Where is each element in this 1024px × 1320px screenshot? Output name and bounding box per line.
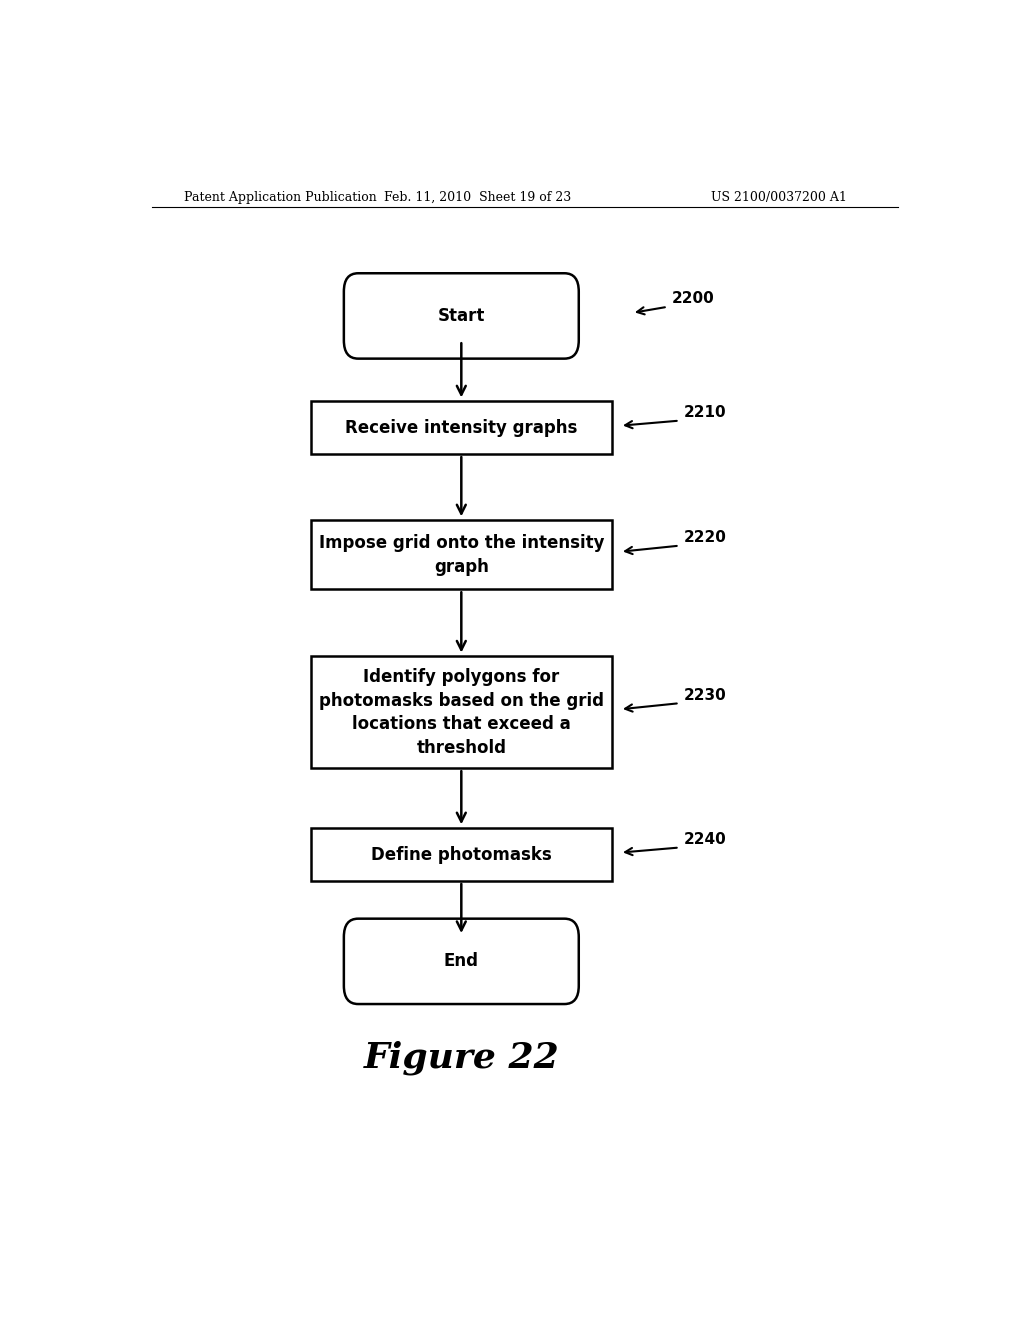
Text: 2230: 2230 [684, 688, 726, 702]
FancyBboxPatch shape [344, 919, 579, 1005]
FancyBboxPatch shape [344, 273, 579, 359]
Text: End: End [443, 952, 479, 970]
Bar [310, 656, 612, 768]
Text: Receive intensity graphs: Receive intensity graphs [345, 418, 578, 437]
Text: 2240: 2240 [684, 832, 726, 847]
Text: US 2100/0037200 A1: US 2100/0037200 A1 [711, 190, 847, 203]
Text: 2210: 2210 [684, 405, 726, 420]
Bar [310, 828, 612, 880]
Bar [310, 401, 612, 454]
Text: Feb. 11, 2010  Sheet 19 of 23: Feb. 11, 2010 Sheet 19 of 23 [384, 190, 570, 203]
Text: Identify polygons for
photomasks based on the grid
locations that exceed a
thres: Identify polygons for photomasks based o… [318, 668, 604, 756]
Text: Figure 22: Figure 22 [364, 1040, 559, 1076]
Text: Patent Application Publication: Patent Application Publication [183, 190, 376, 203]
Text: Start: Start [437, 308, 485, 325]
Bar [310, 520, 612, 589]
Text: 2220: 2220 [684, 531, 726, 545]
Text: Impose grid onto the intensity
graph: Impose grid onto the intensity graph [318, 535, 604, 576]
Text: Define photomasks: Define photomasks [371, 846, 552, 863]
Text: 2200: 2200 [672, 292, 715, 306]
